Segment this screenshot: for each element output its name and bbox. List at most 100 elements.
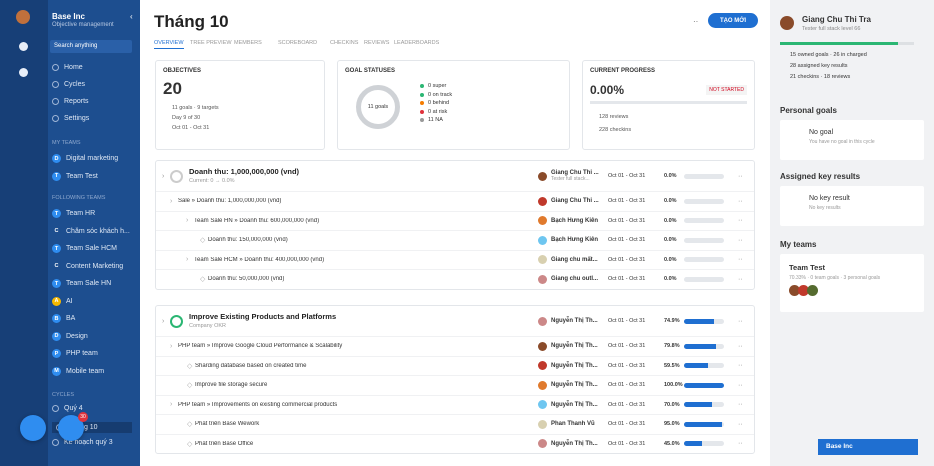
team-initial: D	[52, 331, 61, 341]
tab[interactable]: MEMBERS	[234, 40, 262, 46]
chat-title: Base Inc	[826, 443, 853, 450]
collapse[interactable]: ‹	[130, 12, 133, 21]
avatar	[807, 285, 818, 296]
card-label: CURRENT PROGRESS	[590, 68, 656, 74]
status-ring	[170, 314, 183, 328]
org-sub: Objective management	[52, 22, 114, 28]
key-result-row[interactable]: ◇ Phát triển Base Office Nguyễn Thị Th... O…	[156, 433, 754, 454]
row-menu[interactable]: ··	[738, 172, 743, 180]
progress-track	[590, 101, 747, 104]
row-menu[interactable]: ··	[738, 401, 743, 409]
tab[interactable]: CHECKINS	[330, 40, 359, 46]
legend-dot	[420, 84, 424, 88]
row-menu[interactable]: ··	[738, 317, 743, 325]
key-result-row[interactable]: › Team Sale HCM » Doanh thu: 400,000,000 …	[156, 249, 754, 270]
owner: Nguyễn Thị Th...	[538, 361, 598, 371]
owner: Giang Chu Thi ... Tester full stack...	[538, 170, 599, 182]
date: Oct 01 - Oct 31	[608, 173, 646, 179]
owner-text: Giang Chu Thi ... Tester full stack...	[551, 170, 599, 182]
team-initial: B	[52, 314, 61, 323]
tab[interactable]: TREE PREVIEW	[190, 40, 232, 46]
avatar	[538, 196, 547, 206]
key-result-row[interactable]: ◇ Improve file storage secure Nguyễn Thị T…	[156, 375, 754, 395]
owner-name: Nguyễn Thị Th...	[551, 343, 598, 350]
progress-bar	[684, 382, 724, 388]
row-menu[interactable]: ··	[738, 420, 743, 428]
row-title: PHP team » Improve Google Cloud Performa…	[178, 343, 343, 350]
team-card[interactable]: Team Test 70.33% · 0 team goals · 3 perso…	[780, 254, 924, 312]
owner: Nguyễn Thị Th...	[538, 400, 598, 410]
section-label: FOLLOWING TEAMS	[52, 195, 106, 201]
key-result-row[interactable]: ◇ Phát triển Base Wework Phan Thanh Vũ Oct …	[156, 414, 754, 434]
owner-text: Giang chu mất...	[551, 257, 598, 263]
nav-label: Settings	[64, 115, 90, 122]
team-item[interactable]: T Team HR	[52, 209, 95, 218]
owner: Bạch Hưng Kiên	[538, 235, 598, 245]
team-item[interactable]: T Team Sale HN	[52, 279, 111, 288]
team-name: Mobile team	[66, 367, 105, 375]
row-title: Team Sale HN » Doanh thu: 600,000,000 (v…	[194, 217, 320, 224]
key-result-row[interactable]: ◇ Sharding database based on created time…	[156, 355, 754, 376]
cycle-item[interactable]: Kế hoạch quý 3	[52, 439, 113, 446]
nav-icon	[52, 64, 59, 71]
donut: 11 goals	[356, 85, 400, 129]
key-result-row[interactable]: ◇ Doanh thu: 50,000,000 (vnd) Giang chu ou…	[156, 269, 754, 289]
tab[interactable]: LEADERBOARDS	[394, 40, 440, 46]
key-result-row[interactable]: › PHP team » Improve Google Cloud Perform…	[156, 336, 754, 356]
owner: Giang chu mất...	[538, 255, 598, 265]
row-menu[interactable]: ··	[738, 440, 743, 448]
row-menu[interactable]: ··	[738, 217, 743, 225]
nav-item[interactable]: Reports	[52, 98, 89, 105]
team-item[interactable]: B BA	[52, 314, 75, 323]
chat-button[interactable]	[20, 415, 46, 441]
row-menu[interactable]: ··	[738, 256, 743, 264]
tab[interactable]: SCOREBOARD	[278, 40, 318, 46]
row-title: Sale » Doanh thu: 1,000,000,000 (vnd)	[178, 198, 282, 205]
key-result-row[interactable]: ◇ Doanh thu: 150,000,000 (vnd) Bạch Hưng K…	[156, 230, 754, 250]
chat-bar[interactable]: Base Inc	[818, 439, 918, 455]
row-marker: ◇	[200, 237, 206, 245]
team-name: Digital marketing	[66, 155, 119, 162]
row-menu[interactable]: ··	[738, 381, 743, 389]
nav-item[interactable]: Cycles	[52, 81, 85, 88]
more-button[interactable]: ··	[693, 17, 699, 26]
empty-sub: No key results	[809, 205, 841, 211]
team-item[interactable]: T Team Sale HCM	[52, 244, 117, 253]
team-item[interactable]: C Content Marketing	[52, 261, 123, 271]
row-menu[interactable]: ··	[738, 275, 743, 283]
team-avatars	[789, 285, 915, 296]
key-result-row[interactable]: › Sale » Doanh thu: 1,000,000,000 (vnd) Gi…	[156, 191, 754, 211]
team-item[interactable]: D Design	[52, 331, 88, 341]
group-head[interactable]: › Doanh thu: 1,000,000,000 (vnd) Current: …	[156, 161, 754, 191]
search-box[interactable]: Search anything	[50, 40, 132, 53]
row-menu[interactable]: ··	[738, 236, 743, 244]
group-head[interactable]: › Improve Existing Products and Platforms…	[156, 306, 754, 336]
tab[interactable]: REVIEWS	[364, 40, 390, 46]
row-menu[interactable]: ··	[738, 197, 743, 205]
row-menu[interactable]: ··	[738, 342, 743, 350]
key-result-row[interactable]: › PHP team » Improvements on existing com…	[156, 394, 754, 415]
tab[interactable]: OVERVIEW	[154, 40, 184, 49]
team-item[interactable]: C Chăm sóc khách h...	[52, 226, 130, 236]
cycle-item[interactable]: Quý 4	[52, 405, 83, 412]
date: Oct 01 - Oct 31	[608, 237, 646, 244]
legend-label: 0 on track	[428, 91, 453, 98]
team-item[interactable]: A AI	[52, 296, 73, 306]
nav-item[interactable]: Settings	[52, 115, 89, 122]
row-menu[interactable]: ··	[738, 362, 743, 370]
team-sub: 70.33% · 0 team goals · 3 personal goals	[789, 275, 881, 281]
nav-item[interactable]: Home	[52, 64, 83, 71]
date: Oct 01 - Oct 31	[608, 198, 646, 205]
row-marker: ›	[170, 197, 173, 205]
key-result-row[interactable]: › Team Sale HN » Doanh thu: 600,000,000 (…	[156, 210, 754, 231]
team-item[interactable]: D Digital marketing	[52, 154, 118, 163]
progress-label: 0.0%	[664, 173, 677, 179]
expand: ›	[162, 317, 165, 325]
team-item[interactable]: M Mobile team	[52, 366, 105, 376]
create-button[interactable]: TẠO MỚI	[708, 13, 758, 28]
team-item[interactable]: T Team Test	[52, 171, 98, 181]
row-marker: ◇	[187, 382, 193, 390]
team-item[interactable]: P PHP team	[52, 349, 98, 358]
row-marker: ›	[170, 401, 173, 409]
